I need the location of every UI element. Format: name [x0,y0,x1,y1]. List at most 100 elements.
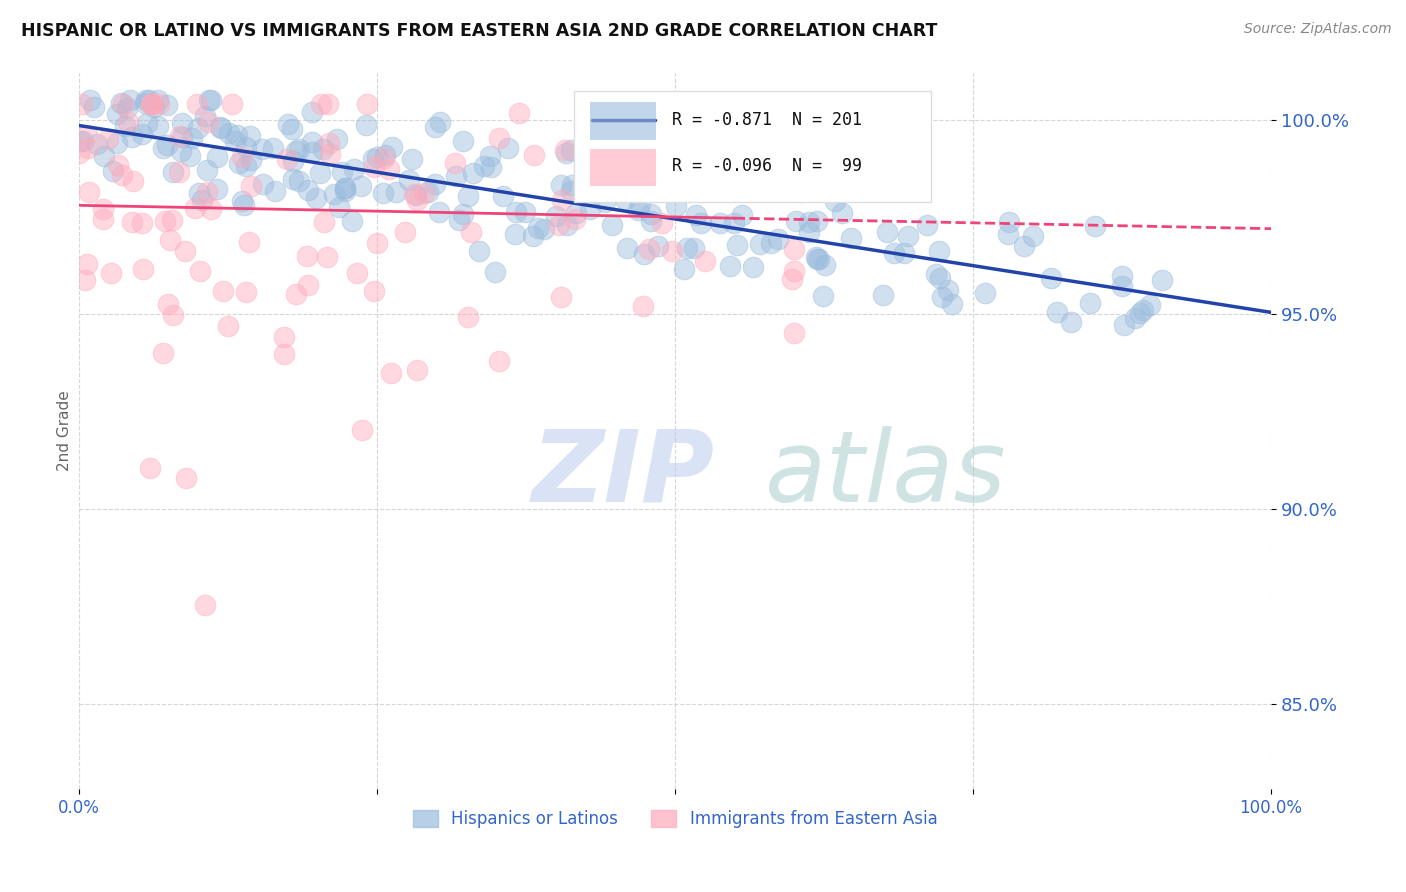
Point [79,93,101,107]
Point [316,97,339,112]
Point [413,186,436,200]
Point [479,160,502,174]
Point [233,197,256,211]
Point [783,242,806,256]
Point [194,109,217,123]
Point [398,172,420,186]
Point [361,152,384,166]
Point [169,128,191,143]
Point [356,97,378,112]
Point [555,145,578,160]
Point [385,185,408,199]
Point [366,149,388,163]
Point [152,141,174,155]
Point [226,128,249,142]
Point [613,192,636,206]
Point [479,149,502,163]
Point [312,142,335,156]
Point [575,178,598,193]
Point [702,97,724,112]
Point [100,266,122,280]
Point [804,250,827,264]
Point [250,142,273,156]
Point [262,141,284,155]
Point [93,212,115,227]
Point [565,206,588,220]
Point [239,179,262,194]
Point [381,140,404,154]
Point [191,193,214,207]
Point [363,284,385,298]
Point [172,130,194,145]
Point [297,249,319,263]
Point [406,363,429,377]
Point [447,213,470,227]
Point [1084,219,1107,234]
Point [228,156,250,170]
Point [600,218,623,232]
Point [238,235,260,249]
Point [146,93,169,107]
Point [394,225,416,239]
Point [640,207,662,221]
Point [605,98,627,112]
Point [548,218,571,232]
Y-axis label: 2nd Grade: 2nd Grade [58,391,72,472]
Point [555,219,578,233]
Point [405,188,427,202]
Point [484,264,506,278]
Text: Source: ZipAtlas.com: Source: ZipAtlas.com [1244,22,1392,37]
Point [578,202,600,216]
Point [209,120,232,135]
Point [1129,305,1152,319]
Point [288,142,311,156]
Point [200,202,222,216]
Point [564,211,586,226]
Point [941,297,963,311]
FancyBboxPatch shape [591,103,657,139]
Point [309,97,332,112]
Point [346,266,368,280]
Point [93,148,115,162]
Point [1080,296,1102,310]
Point [429,115,451,129]
Point [406,193,429,207]
Point [281,153,304,168]
Point [997,227,1019,242]
Point [897,229,920,244]
Point [373,186,395,200]
Point [508,105,530,120]
Point [162,165,184,179]
Point [285,286,308,301]
Point [326,132,349,146]
Point [333,184,356,198]
Point [1114,318,1136,332]
Point [205,150,228,164]
Point [404,187,426,202]
Point [343,161,366,176]
Point [138,93,160,107]
Point [176,471,198,485]
Point [162,308,184,322]
Point [637,242,659,256]
Point [211,284,233,298]
Text: R = -0.871  N = 201: R = -0.871 N = 201 [672,111,862,128]
Point [221,97,243,112]
Point [461,166,484,180]
Point [308,165,330,179]
Point [731,208,754,222]
Point [633,247,655,261]
Point [808,252,831,266]
Point [135,116,157,130]
Point [831,206,853,220]
Point [488,354,510,368]
Point [723,216,745,230]
Point [152,346,174,360]
Point [627,203,650,218]
Point [121,215,143,229]
Point [643,178,665,192]
Point [75,273,97,287]
Point [928,244,950,259]
Point [121,174,143,188]
Point [363,160,385,174]
